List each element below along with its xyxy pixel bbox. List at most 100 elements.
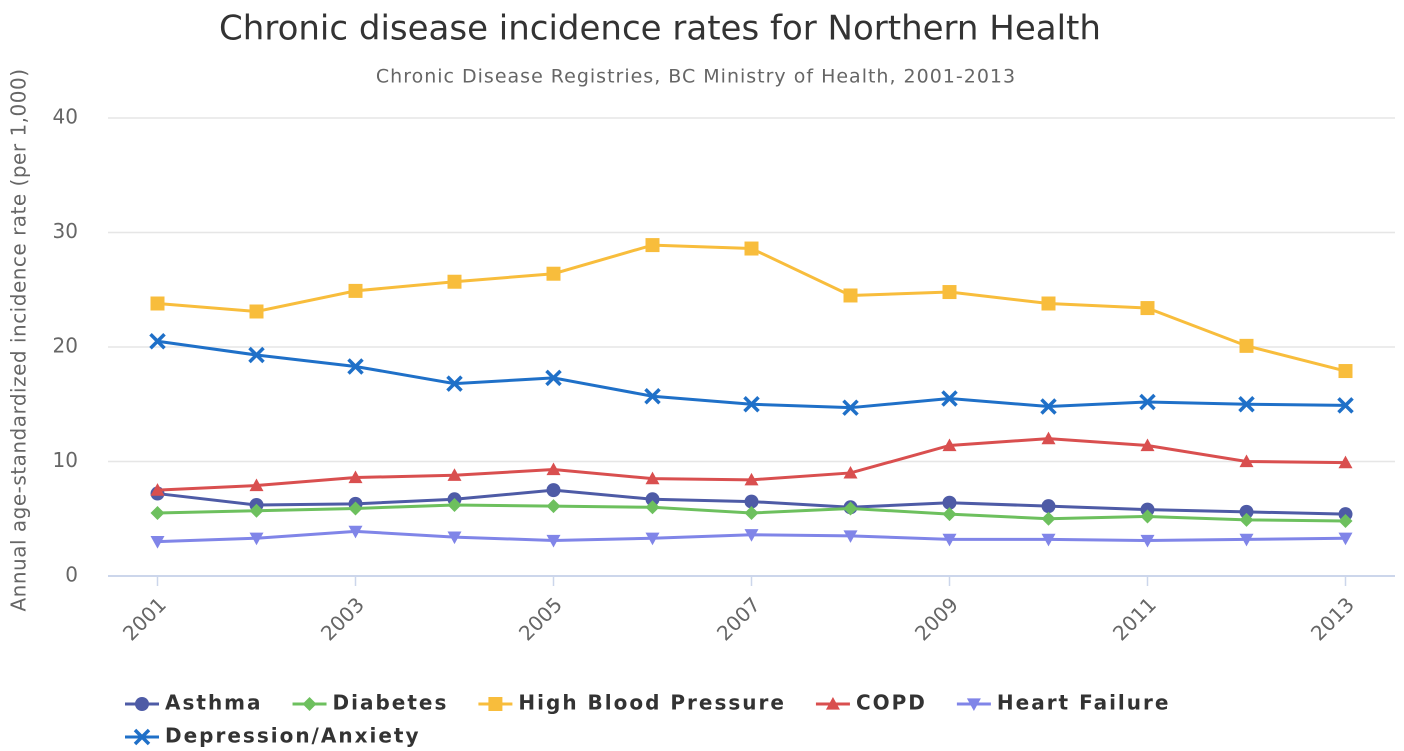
marker (1041, 499, 1056, 514)
marker (249, 503, 264, 518)
marker (546, 499, 561, 514)
marker (348, 470, 363, 484)
marker (302, 697, 317, 711)
marker (1140, 438, 1155, 452)
marker (249, 304, 264, 319)
marker (546, 462, 561, 476)
legend-item: High Blood Pressure (478, 691, 786, 715)
marker (644, 387, 661, 405)
marker (941, 390, 958, 407)
marker (546, 266, 561, 281)
marker (1238, 396, 1255, 413)
marker (446, 375, 463, 392)
marker (843, 530, 858, 543)
marker (1338, 455, 1353, 469)
marker (1140, 534, 1155, 548)
legend-label: Asthma (165, 691, 263, 715)
series-line (157, 243, 1346, 373)
marker (348, 525, 363, 539)
marker (942, 495, 957, 510)
marker (348, 283, 363, 298)
marker (447, 498, 462, 513)
marker (149, 333, 166, 350)
y-tick-label: 10 (53, 448, 78, 472)
legend-item: Heart Failure (956, 691, 1171, 715)
marker (546, 534, 561, 548)
y-tick-label: 0 (65, 563, 78, 587)
legend-label: COPD (856, 691, 927, 715)
marker (150, 296, 165, 311)
marker (1041, 431, 1056, 445)
y-tick-label: 30 (53, 219, 78, 243)
legend-item: Diabetes (292, 691, 449, 715)
marker (1041, 296, 1056, 311)
y-axis-label: Annual age-standardized incidence rate (… (7, 68, 31, 611)
marker (966, 698, 981, 711)
legend-label: High Blood Pressure (518, 691, 786, 715)
legend-item: Depression/Anxiety (125, 724, 421, 748)
legend-item: COPD (815, 691, 927, 715)
legend-label: Diabetes (333, 691, 449, 715)
marker (1041, 511, 1056, 526)
marker (1239, 338, 1254, 353)
marker (447, 468, 462, 481)
marker (133, 728, 151, 746)
marker (825, 697, 840, 710)
marker (1140, 509, 1155, 524)
marker (743, 396, 760, 413)
marker (135, 697, 149, 711)
marker (1338, 364, 1353, 379)
marker (1041, 533, 1056, 547)
legend-label: Depression/Anxiety (165, 724, 421, 748)
marker (744, 506, 759, 521)
marker (150, 506, 165, 521)
marker (942, 285, 957, 300)
marker (1140, 301, 1155, 316)
x-tick-label: 2009 (910, 592, 963, 645)
marker (447, 274, 462, 289)
marker (645, 238, 660, 253)
marker (1139, 393, 1156, 411)
marker (248, 346, 265, 364)
marker (645, 471, 660, 485)
marker (744, 494, 759, 509)
marker (1239, 454, 1254, 468)
series-line (157, 339, 1346, 410)
x-tick-label: 2001 (118, 592, 171, 645)
y-tick-label: 20 (53, 334, 78, 358)
marker (744, 529, 759, 542)
marker (843, 501, 858, 516)
marker (1338, 514, 1353, 529)
legend-item: Asthma (125, 691, 263, 715)
x-tick-label: 2013 (1306, 592, 1359, 645)
marker (447, 531, 462, 545)
y-tick-label: 40 (53, 105, 78, 129)
marker (1239, 512, 1254, 527)
marker (942, 438, 957, 452)
marker (744, 472, 759, 486)
marker (249, 532, 264, 546)
marker (942, 507, 957, 522)
x-tick-label: 2005 (514, 592, 567, 645)
marker (249, 478, 264, 492)
marker (150, 483, 165, 496)
marker (843, 288, 858, 303)
marker (348, 501, 363, 516)
marker (645, 500, 660, 515)
marker (1239, 533, 1254, 547)
marker (488, 697, 503, 711)
marker (1337, 397, 1354, 414)
marker (545, 369, 562, 387)
chart-subtitle: Chronic Disease Registries, BC Ministry … (376, 66, 1016, 88)
legend-label: Heart Failure (997, 691, 1171, 715)
x-tick-label: 2003 (316, 592, 369, 645)
marker (1040, 398, 1057, 415)
marker (1239, 504, 1254, 519)
chart-title: Chronic disease incidence rates for Nort… (219, 9, 1101, 49)
marker (843, 465, 858, 479)
marker (150, 536, 165, 549)
marker (546, 483, 561, 498)
x-tick-label: 2011 (1108, 592, 1161, 645)
x-tick-label: 2007 (712, 592, 765, 645)
